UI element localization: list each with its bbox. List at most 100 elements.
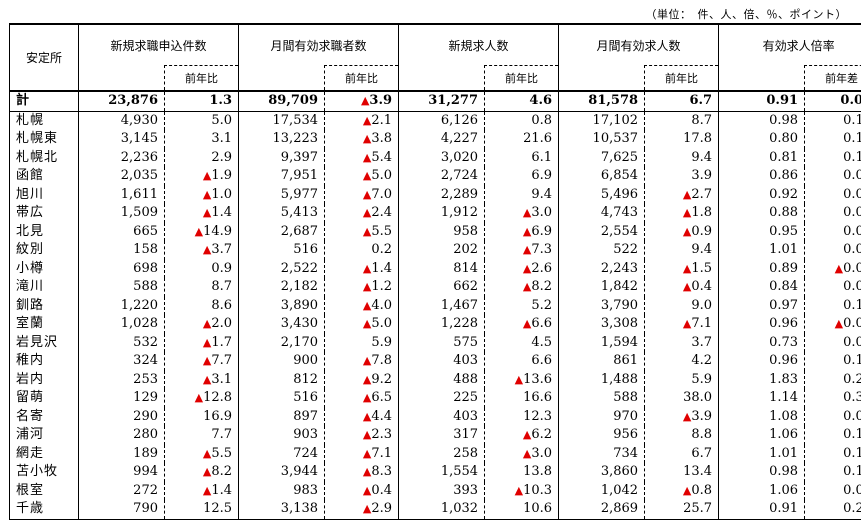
- negative-value: 3.1: [211, 371, 233, 387]
- negative-value: 2.1: [371, 112, 393, 128]
- negative-value: 0.4: [691, 279, 713, 294]
- change-cell: ▲5.5: [163, 444, 239, 463]
- change-cell: 9.4: [644, 148, 719, 167]
- value-cell: 2,182: [238, 278, 325, 297]
- change-cell: 0.08: [804, 241, 861, 260]
- negative-marker-icon: ▲: [362, 206, 372, 219]
- negative-marker-icon: ▲: [682, 224, 692, 238]
- negative-value: 3.0: [531, 445, 553, 461]
- area-name-cell: 小樽: [9, 259, 79, 278]
- value-cell: 0.97: [718, 296, 805, 315]
- change-cell: 4.5: [484, 333, 559, 352]
- value-cell: 1,554: [398, 463, 485, 482]
- change-cell: 17.8: [644, 130, 719, 149]
- change-cell: ▲3.8: [324, 130, 399, 149]
- change-cell: 9.4: [484, 185, 559, 204]
- negative-value: 3.9: [691, 408, 713, 424]
- change-cell: ▲4.4: [324, 407, 399, 426]
- value-cell: 516: [238, 389, 325, 408]
- value-cell: 81,578: [558, 90, 645, 112]
- change-cell: 9.4: [644, 241, 719, 260]
- value-cell: 6,854: [558, 167, 645, 186]
- change-cell: 3.1: [163, 130, 239, 149]
- change-cell: 0.07: [804, 167, 861, 186]
- subheader-yoy-diff: 前年差: [804, 65, 861, 92]
- change-cell: ▲0.4: [644, 278, 719, 297]
- change-cell: 0.26: [804, 370, 861, 389]
- change-cell: ▲12.8: [163, 389, 239, 408]
- area-name-cell: 岩内: [9, 370, 79, 389]
- value-cell: 575: [398, 333, 485, 352]
- header-new-openings: 新規求人数: [398, 23, 559, 66]
- value-cell: 0.80: [718, 130, 805, 149]
- negative-marker-icon: ▲: [522, 206, 532, 219]
- value-cell: 10,537: [558, 130, 645, 149]
- negative-value: 0.03: [843, 316, 861, 331]
- change-cell: ▲1.4: [163, 204, 239, 223]
- change-cell: ▲9.2: [324, 370, 399, 389]
- value-cell: 662: [398, 278, 485, 297]
- change-cell: ▲3.7: [163, 241, 239, 260]
- change-cell: ▲4.0: [324, 296, 399, 315]
- change-cell: ▲5.0: [324, 315, 399, 334]
- change-cell: 0.20: [804, 500, 861, 520]
- area-name-cell: 千歳: [9, 500, 79, 520]
- change-cell: 8.7: [163, 278, 239, 297]
- value-cell: 202: [398, 241, 485, 260]
- change-cell: ▲1.2: [324, 278, 399, 297]
- value-cell: 0.98: [718, 111, 805, 130]
- negative-marker-icon: ▲: [522, 261, 532, 275]
- value-cell: 1,032: [398, 500, 485, 520]
- negative-marker-icon: ▲: [362, 280, 372, 293]
- negative-marker-icon: ▲: [362, 224, 372, 238]
- negative-value: 1.8: [691, 205, 713, 220]
- negative-marker-icon: ▲: [682, 483, 692, 497]
- change-cell: ▲2.0: [163, 315, 239, 334]
- negative-marker-icon: ▲: [362, 113, 372, 127]
- change-cell: 0.9: [163, 259, 239, 278]
- negative-marker-icon: ▲: [362, 446, 372, 460]
- change-cell: 5.9: [644, 370, 719, 389]
- negative-marker-icon: ▲: [202, 317, 212, 330]
- change-cell: 6.1: [484, 148, 559, 167]
- value-cell: 2,035: [78, 167, 165, 186]
- value-cell: 272: [78, 481, 165, 500]
- value-cell: 393: [398, 481, 485, 500]
- change-cell: 1.3: [163, 90, 239, 112]
- value-cell: 403: [398, 407, 485, 426]
- table-row: 根室 272 ▲1.4 983 ▲0.4 393 ▲10.3 1,042 ▲0.8 1.06 0.0…: [9, 481, 861, 500]
- change-cell: 0.01: [804, 204, 861, 223]
- negative-value: 6.5: [371, 390, 393, 405]
- change-cell: 12.3: [484, 407, 559, 426]
- change-cell: ▲8.2: [163, 463, 239, 482]
- negative-marker-icon: ▲: [522, 428, 532, 441]
- table-row: 室蘭 1,028 ▲2.0 3,430 ▲5.0 1,228 ▲6.6 3,308 ▲7.1 0.…: [9, 315, 861, 334]
- change-cell: 6.7: [644, 90, 719, 112]
- value-cell: 5,496: [558, 185, 645, 204]
- value-cell: 2,724: [398, 167, 485, 186]
- value-cell: 3,860: [558, 463, 645, 482]
- value-cell: 0.81: [718, 148, 805, 167]
- area-name-cell: 北見: [9, 222, 79, 241]
- area-name-cell: 根室: [9, 481, 79, 500]
- negative-value: 0.9: [691, 223, 713, 239]
- negative-value: 1.4: [371, 260, 393, 276]
- subheader-yoy: 前年比: [644, 65, 719, 92]
- change-cell: ▲14.9: [163, 222, 239, 241]
- negative-marker-icon: ▲: [834, 261, 844, 275]
- negative-marker-icon: ▲: [362, 317, 372, 330]
- change-cell: 12.5: [163, 500, 239, 520]
- change-cell: 4.6: [484, 90, 559, 112]
- change-cell: 21.6: [484, 130, 559, 149]
- value-cell: 665: [78, 222, 165, 241]
- negative-marker-icon: ▲: [514, 372, 524, 386]
- value-cell: 7,951: [238, 167, 325, 186]
- area-name-cell: 紋別: [9, 241, 79, 260]
- negative-value: 12.8: [203, 390, 233, 405]
- negative-value: 7.1: [371, 445, 393, 461]
- change-cell: 38.0: [644, 389, 719, 408]
- negative-value: 7.7: [211, 353, 233, 368]
- area-name-cell: 稚内: [9, 352, 79, 371]
- change-cell: 3.9: [644, 167, 719, 186]
